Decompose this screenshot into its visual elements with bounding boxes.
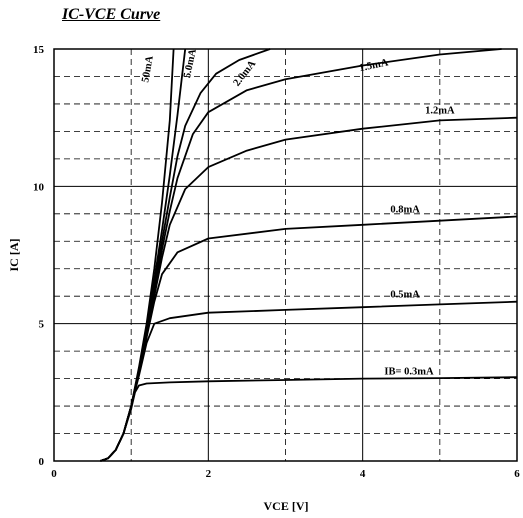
y-tick-label: 5 xyxy=(39,319,45,331)
y-tick-label: 10 xyxy=(33,181,45,193)
x-tick-label: 2 xyxy=(206,468,212,480)
y-tick-label: 15 xyxy=(33,44,45,56)
series-curve xyxy=(100,116,518,462)
curve-label: 1.2mA xyxy=(425,106,455,117)
series-curve xyxy=(100,48,187,462)
y-tick-label: 0 xyxy=(39,456,45,468)
curve-label: 0.5mA xyxy=(390,290,420,301)
curve-label: IB= 0.3mA xyxy=(384,366,434,377)
x-axis-label: VCE [V] xyxy=(264,499,309,513)
series-curve xyxy=(100,300,518,462)
curve-labels: IB= 0.3mA0.5mA0.8mA1.2mA1.5mA2.0mA5.0mA5… xyxy=(140,48,455,378)
x-tick-label: 4 xyxy=(360,468,366,480)
tick-labels: 0 2 4 6 0 5 10 15 xyxy=(33,44,520,480)
chart-title: IC-VCE Curve xyxy=(62,6,161,23)
curves xyxy=(100,48,518,462)
plot-frame xyxy=(53,48,518,462)
series-curve xyxy=(100,376,518,462)
series-curve xyxy=(100,48,271,462)
x-tick-label: 6 xyxy=(514,468,520,480)
curve-label: 0.8mA xyxy=(390,204,420,215)
y-axis-label: IC [A] xyxy=(7,239,21,272)
grid xyxy=(54,49,517,461)
curve-label: 50mA xyxy=(140,55,156,84)
series-curve xyxy=(100,48,175,462)
x-tick-label: 0 xyxy=(51,468,57,480)
